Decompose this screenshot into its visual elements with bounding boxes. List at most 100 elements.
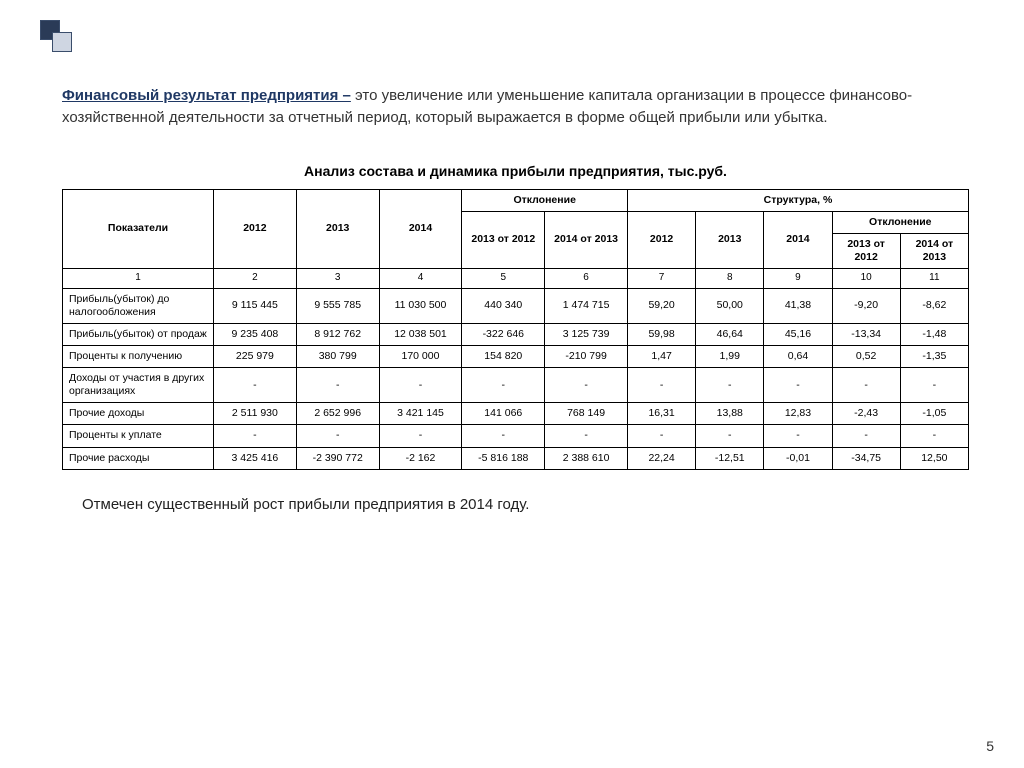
cell: - xyxy=(379,425,462,447)
column-number: 5 xyxy=(462,269,545,289)
profit-analysis-table: Показатели 2012 2013 2014 Отклонение Стр… xyxy=(62,189,969,470)
cell: 3 425 416 xyxy=(214,447,297,469)
cell: 1,99 xyxy=(696,345,764,367)
th-2012: 2012 xyxy=(214,189,297,269)
table-title: Анализ состава и динамика прибыли предпр… xyxy=(62,163,969,179)
cell: - xyxy=(627,425,695,447)
cell: -13,34 xyxy=(832,323,900,345)
cell: 46,64 xyxy=(696,323,764,345)
cell: - xyxy=(764,368,832,403)
cell: 59,98 xyxy=(627,323,695,345)
cell: 141 066 xyxy=(462,403,545,425)
table-row: Доходы от участия в других организациях-… xyxy=(63,368,969,403)
cell: - xyxy=(900,368,968,403)
cell: - xyxy=(696,368,764,403)
table-row: Проценты к получению225 979380 799170 00… xyxy=(63,345,969,367)
cell: 12 038 501 xyxy=(379,323,462,345)
column-number: 10 xyxy=(832,269,900,289)
cell: -2,43 xyxy=(832,403,900,425)
cell: 41,38 xyxy=(764,288,832,323)
cell: - xyxy=(214,425,297,447)
cell: 45,16 xyxy=(764,323,832,345)
cell: - xyxy=(696,425,764,447)
row-label: Проценты к уплате xyxy=(63,425,214,447)
cell: 768 149 xyxy=(545,403,628,425)
row-label: Прибыль(убыток) от продаж xyxy=(63,323,214,345)
cell: - xyxy=(627,368,695,403)
cell: - xyxy=(214,368,297,403)
cell: - xyxy=(764,425,832,447)
cell: 11 030 500 xyxy=(379,288,462,323)
th-str-dev-13-12: 2013 от 2012 xyxy=(832,233,900,268)
th-structure: Структура, % xyxy=(627,189,968,211)
row-label: Прочие расходы xyxy=(63,447,214,469)
cell: 0,64 xyxy=(764,345,832,367)
cell: 3 125 739 xyxy=(545,323,628,345)
column-number: 2 xyxy=(214,269,297,289)
cell: - xyxy=(296,368,379,403)
row-label: Прибыль(убыток) до налогообложения xyxy=(63,288,214,323)
cell: -34,75 xyxy=(832,447,900,469)
cell: - xyxy=(462,425,545,447)
cell: 440 340 xyxy=(462,288,545,323)
th-indicators: Показатели xyxy=(63,189,214,269)
table-row: Прибыль(убыток) до налогообложения9 115 … xyxy=(63,288,969,323)
cell: -9,20 xyxy=(832,288,900,323)
column-number: 8 xyxy=(696,269,764,289)
column-number: 3 xyxy=(296,269,379,289)
cell: -1,05 xyxy=(900,403,968,425)
table-row: Проценты к уплате---------- xyxy=(63,425,969,447)
cell: - xyxy=(545,368,628,403)
cell: 2 652 996 xyxy=(296,403,379,425)
cell: 8 912 762 xyxy=(296,323,379,345)
column-number: 4 xyxy=(379,269,462,289)
th-2014: 2014 xyxy=(379,189,462,269)
th-dev-14-13: 2014 от 2013 xyxy=(545,211,628,268)
cell: 225 979 xyxy=(214,345,297,367)
column-number: 7 xyxy=(627,269,695,289)
cell: 154 820 xyxy=(462,345,545,367)
cell: 16,31 xyxy=(627,403,695,425)
cell: 2 511 930 xyxy=(214,403,297,425)
cell: 9 115 445 xyxy=(214,288,297,323)
cell: -0,01 xyxy=(764,447,832,469)
cell: 2 388 610 xyxy=(545,447,628,469)
row-label: Доходы от участия в других организациях xyxy=(63,368,214,403)
column-number: 11 xyxy=(900,269,968,289)
cell: 380 799 xyxy=(296,345,379,367)
lead-paragraph: Финансовый результат предприятия – это у… xyxy=(62,85,969,129)
table-row: Прочие доходы2 511 9302 652 9963 421 145… xyxy=(63,403,969,425)
cell: -322 646 xyxy=(462,323,545,345)
cell: 13,88 xyxy=(696,403,764,425)
th-str-dev-14-13: 2014 от 2013 xyxy=(900,233,968,268)
cell: 12,83 xyxy=(764,403,832,425)
cell: 12,50 xyxy=(900,447,968,469)
column-number: 1 xyxy=(63,269,214,289)
th-str-2013: 2013 xyxy=(696,211,764,268)
column-number: 6 xyxy=(545,269,628,289)
cell: -1,48 xyxy=(900,323,968,345)
cell: - xyxy=(832,425,900,447)
cell: - xyxy=(462,368,545,403)
th-dev-13-12: 2013 от 2012 xyxy=(462,211,545,268)
cell: - xyxy=(296,425,379,447)
cell: 9 555 785 xyxy=(296,288,379,323)
footer-note: Отмечен существенный рост прибыли предпр… xyxy=(82,496,969,513)
cell: 22,24 xyxy=(627,447,695,469)
cell: 1,47 xyxy=(627,345,695,367)
cell: -5 816 188 xyxy=(462,447,545,469)
row-label: Прочие доходы xyxy=(63,403,214,425)
cell: - xyxy=(832,368,900,403)
cell: -210 799 xyxy=(545,345,628,367)
cell: 170 000 xyxy=(379,345,462,367)
cell: -12,51 xyxy=(696,447,764,469)
table-row: Прочие расходы3 425 416-2 390 772-2 162-… xyxy=(63,447,969,469)
row-label: Проценты к получению xyxy=(63,345,214,367)
th-str-2012: 2012 xyxy=(627,211,695,268)
cell: - xyxy=(379,368,462,403)
cell: -1,35 xyxy=(900,345,968,367)
th-str-2014: 2014 xyxy=(764,211,832,268)
cell: -2 390 772 xyxy=(296,447,379,469)
column-number: 9 xyxy=(764,269,832,289)
page-number: 5 xyxy=(986,738,994,754)
